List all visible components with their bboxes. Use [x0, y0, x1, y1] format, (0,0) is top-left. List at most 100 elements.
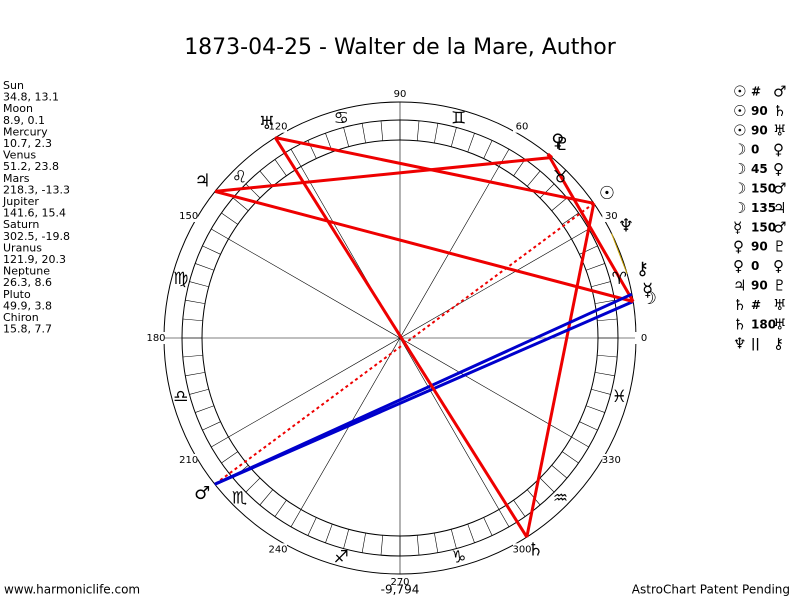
aspect-type: 90 — [751, 104, 768, 118]
label-bg — [147, 332, 165, 344]
degree-tick — [597, 354, 618, 358]
aspect-planet: ♅ — [773, 121, 786, 139]
sign-glyph: ♏ — [232, 489, 247, 509]
degree-tick — [185, 299, 206, 304]
label-bg — [635, 332, 653, 344]
degree-tick — [450, 127, 457, 147]
label-bg — [513, 543, 531, 556]
aspect-type: || — [751, 337, 760, 351]
planet-name: Uranus — [3, 241, 42, 254]
aspect-planet: ☉ — [733, 83, 746, 101]
degree-tick — [434, 123, 439, 144]
degree-tick — [483, 517, 493, 536]
degree-tick — [591, 281, 611, 288]
aspect-line — [214, 155, 553, 193]
degree-tick — [361, 532, 366, 553]
sign-glyph: ♐ — [334, 547, 349, 567]
aspect-planet: ☉ — [733, 121, 746, 139]
planet-glyph: ♄ — [527, 540, 543, 561]
label-bg — [602, 454, 621, 466]
sign-glyph: ♑ — [451, 547, 466, 567]
degree-tick — [594, 299, 615, 304]
planet-name: Moon — [3, 102, 33, 115]
planet-coords: 302.5, -19.8 — [3, 230, 70, 243]
aspect-type: 150 — [751, 220, 776, 234]
degree-tick — [571, 436, 589, 448]
planet-glyph: ⚷ — [636, 258, 649, 279]
label-bg — [602, 210, 621, 222]
label-bg — [391, 576, 409, 588]
degree-label: 240 — [268, 544, 287, 555]
label-bg — [391, 88, 409, 100]
aspect-planet: ♄ — [733, 296, 746, 314]
aspect-planet: ♂ — [773, 83, 786, 101]
degree-tick — [195, 405, 215, 413]
sign-glyph: ♒ — [553, 489, 568, 509]
degree-tick — [551, 197, 568, 211]
planet-glyph: ☽ — [641, 288, 657, 309]
degree-tick — [380, 535, 384, 556]
aspect-planet: ♇ — [773, 277, 786, 295]
planet-name: Jupiter — [2, 195, 39, 208]
aspect-planet: ☉ — [733, 102, 746, 120]
aspect-planet: ☽ — [733, 180, 746, 198]
label-bg — [179, 454, 198, 466]
degree-tick — [189, 281, 209, 288]
degree-label: 30 — [605, 211, 618, 222]
aspect-planet: ♀ — [773, 141, 784, 159]
planet-glyph: ☿ — [642, 280, 653, 301]
degree-tick — [325, 523, 333, 543]
planet-coords: 121.9, 20.3 — [3, 253, 66, 266]
planet-glyph: ☉ — [599, 183, 615, 204]
degree-tick — [274, 159, 287, 176]
planet-name: Neptune — [3, 265, 50, 278]
planet-name: Pluto — [3, 288, 31, 301]
planet-name: Saturn — [3, 218, 39, 231]
degree-tick — [195, 263, 215, 271]
aspect-planet: ♇ — [773, 238, 786, 256]
planet-name: Sun — [3, 79, 24, 92]
aspect-line — [214, 189, 634, 303]
degree-tick — [259, 170, 273, 187]
planet-glyph: ♃ — [194, 170, 210, 191]
degree-tick — [361, 123, 366, 144]
planet-coords: 26.3, 8.6 — [3, 276, 52, 289]
degree-tick — [343, 529, 350, 549]
aspect-type: 180 — [751, 317, 776, 331]
aspect-type: 135 — [751, 201, 776, 215]
degree-tick — [434, 532, 439, 553]
aspect-lines — [214, 136, 635, 538]
degree-tick — [551, 465, 568, 479]
planet-coords: 51.2, 23.8 — [3, 160, 59, 173]
title: 1873-04-25 - Walter de la Mare, Author — [184, 35, 617, 60]
planet-glyph: ♅ — [259, 113, 275, 134]
aspect-planet: ♃ — [733, 277, 746, 295]
degree-tick — [307, 517, 317, 536]
footer-number: -9,794 — [381, 583, 420, 597]
degree-label: 120 — [268, 122, 287, 133]
planet-name: Chiron — [3, 311, 39, 324]
planet-coords: 218.3, -13.3 — [3, 183, 70, 196]
planet-glyph: ♆ — [618, 215, 634, 236]
sign-glyph: ♊ — [451, 109, 466, 129]
degree-tick — [539, 183, 555, 199]
sign-glyph: ♋ — [334, 109, 349, 129]
degree-tick — [259, 489, 273, 506]
degree-tick — [182, 354, 203, 358]
degree-tick — [594, 372, 615, 377]
planet-coords: 34.8, 13.1 — [3, 91, 59, 104]
planet-glyph: ♂ — [194, 483, 210, 504]
planet-glyph: ♀ — [551, 131, 564, 152]
degree-label: 330 — [602, 455, 621, 466]
aspect-planet: ☿ — [733, 218, 742, 236]
degree-tick — [182, 318, 203, 322]
aspect-planet: ♄ — [773, 102, 786, 120]
aspect-planet: ♀ — [733, 257, 744, 275]
sign-glyph: ♎ — [173, 387, 188, 407]
aspect-line — [525, 203, 596, 538]
degree-tick — [416, 535, 420, 556]
aspect-line — [274, 136, 529, 538]
planet-coords: 10.7, 2.3 — [3, 137, 52, 150]
degree-label: 210 — [179, 455, 198, 466]
